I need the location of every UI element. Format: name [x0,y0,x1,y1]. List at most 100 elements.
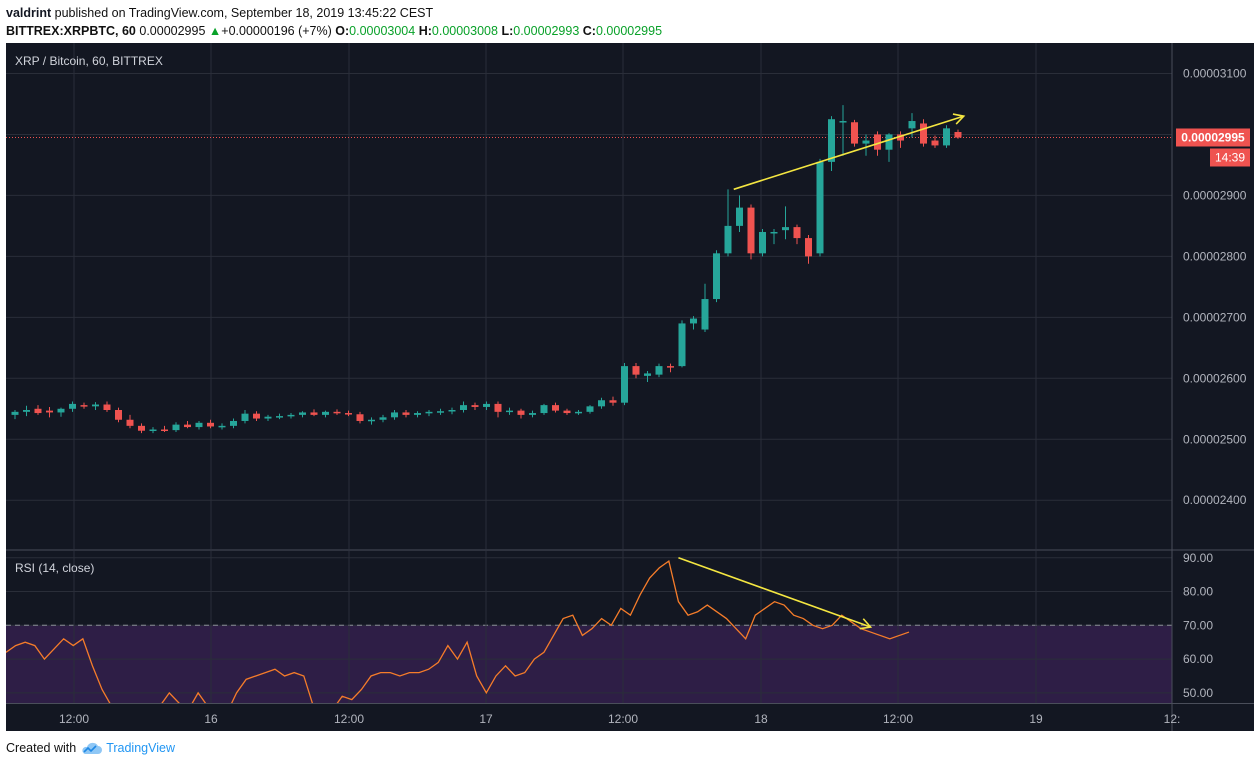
candle-body[interactable] [943,128,950,146]
candle-body[interactable] [241,413,249,421]
candle[interactable] [897,131,904,148]
candle[interactable] [575,410,582,415]
candle-body[interactable] [759,231,766,254]
candle[interactable] [931,135,939,148]
rsi-pane[interactable] [6,551,1173,733]
candle-body[interactable] [425,411,433,414]
candle[interactable] [644,370,651,382]
candle-body[interactable] [908,121,916,129]
candle[interactable] [655,363,663,378]
candle-body[interactable] [230,420,237,426]
candle[interactable] [713,250,720,303]
candle-body[interactable] [161,429,168,432]
tradingview-brand[interactable]: TradingView [106,741,175,755]
candle-body[interactable] [379,417,387,420]
candle[interactable] [23,405,30,417]
candle[interactable] [862,134,870,156]
candle[interactable] [184,420,191,429]
candle[interactable] [425,410,433,417]
author-name[interactable]: valdrint [6,6,52,20]
candle[interactable] [793,224,801,245]
candle[interactable] [46,406,53,418]
candle-body[interactable] [701,299,709,330]
candle-body[interactable] [34,408,42,414]
candle[interactable] [34,405,42,415]
candle[interactable] [759,228,766,257]
candle-body[interactable] [184,424,191,428]
candle[interactable] [609,396,617,406]
candle-body[interactable] [770,231,778,234]
candle-body[interactable] [885,134,893,150]
candle-body[interactable] [402,412,410,415]
candle-body[interactable] [264,416,272,419]
candle[interactable] [230,418,237,429]
candle-body[interactable] [414,413,421,415]
candle[interactable] [483,401,490,411]
candle-body[interactable] [920,123,927,144]
candle-body[interactable] [540,405,548,414]
candle-body[interactable] [586,406,594,412]
candle[interactable] [563,408,571,415]
candle[interactable] [80,402,88,409]
candle[interactable] [494,401,502,418]
candle-body[interactable] [563,410,571,414]
candle-body[interactable] [655,366,663,375]
candle-body[interactable] [713,253,720,300]
candle[interactable] [805,235,812,264]
candle[interactable] [310,409,318,417]
candle-body[interactable] [839,121,847,123]
candle[interactable] [276,413,283,420]
candle[interactable] [701,283,709,332]
candle-body[interactable] [529,413,536,415]
candle[interactable] [506,407,513,415]
candle[interactable] [195,420,203,430]
candle-body[interactable] [138,425,145,431]
candle-body[interactable] [690,318,697,324]
candle-body[interactable] [471,405,479,407]
candle[interactable] [667,363,674,373]
candle[interactable] [460,401,467,413]
candle[interactable] [126,414,134,429]
candle[interactable] [11,410,19,420]
candle-body[interactable] [69,403,76,409]
candle-body[interactable] [287,414,295,417]
candle-body[interactable] [57,408,65,413]
candle-body[interactable] [333,411,341,414]
candle[interactable] [345,410,352,417]
candle-body[interactable] [483,403,490,407]
candle-body[interactable] [115,410,122,420]
price-pane[interactable] [6,43,1173,549]
candle-body[interactable] [494,403,502,412]
candle-body[interactable] [747,207,755,254]
candle-body[interactable] [506,410,513,413]
candle[interactable] [368,417,375,425]
candle[interactable] [57,407,65,417]
candle[interactable] [379,414,387,423]
candle-body[interactable] [218,425,226,428]
candle-body[interactable] [126,419,134,426]
candle[interactable] [414,411,421,418]
candle-body[interactable] [253,413,260,419]
candle[interactable] [356,411,364,424]
candle-body[interactable] [644,373,651,376]
candle[interactable] [207,419,214,429]
candle-body[interactable] [897,134,904,141]
candle[interactable] [241,410,249,424]
candle[interactable] [885,133,893,162]
candle-body[interactable] [874,134,881,150]
candle-body[interactable] [92,404,99,407]
candle[interactable] [149,427,157,434]
candle[interactable] [529,410,536,418]
candle-body[interactable] [736,207,743,226]
candle-body[interactable] [195,422,203,428]
candle-body[interactable] [276,416,283,418]
candle[interactable] [736,195,743,232]
candle[interactable] [943,125,950,148]
candle-body[interactable] [448,410,456,412]
candle-body[interactable] [11,411,19,415]
candle[interactable] [92,402,99,411]
candle[interactable] [448,407,456,415]
candle[interactable] [264,414,272,421]
candle-body[interactable] [80,405,88,407]
